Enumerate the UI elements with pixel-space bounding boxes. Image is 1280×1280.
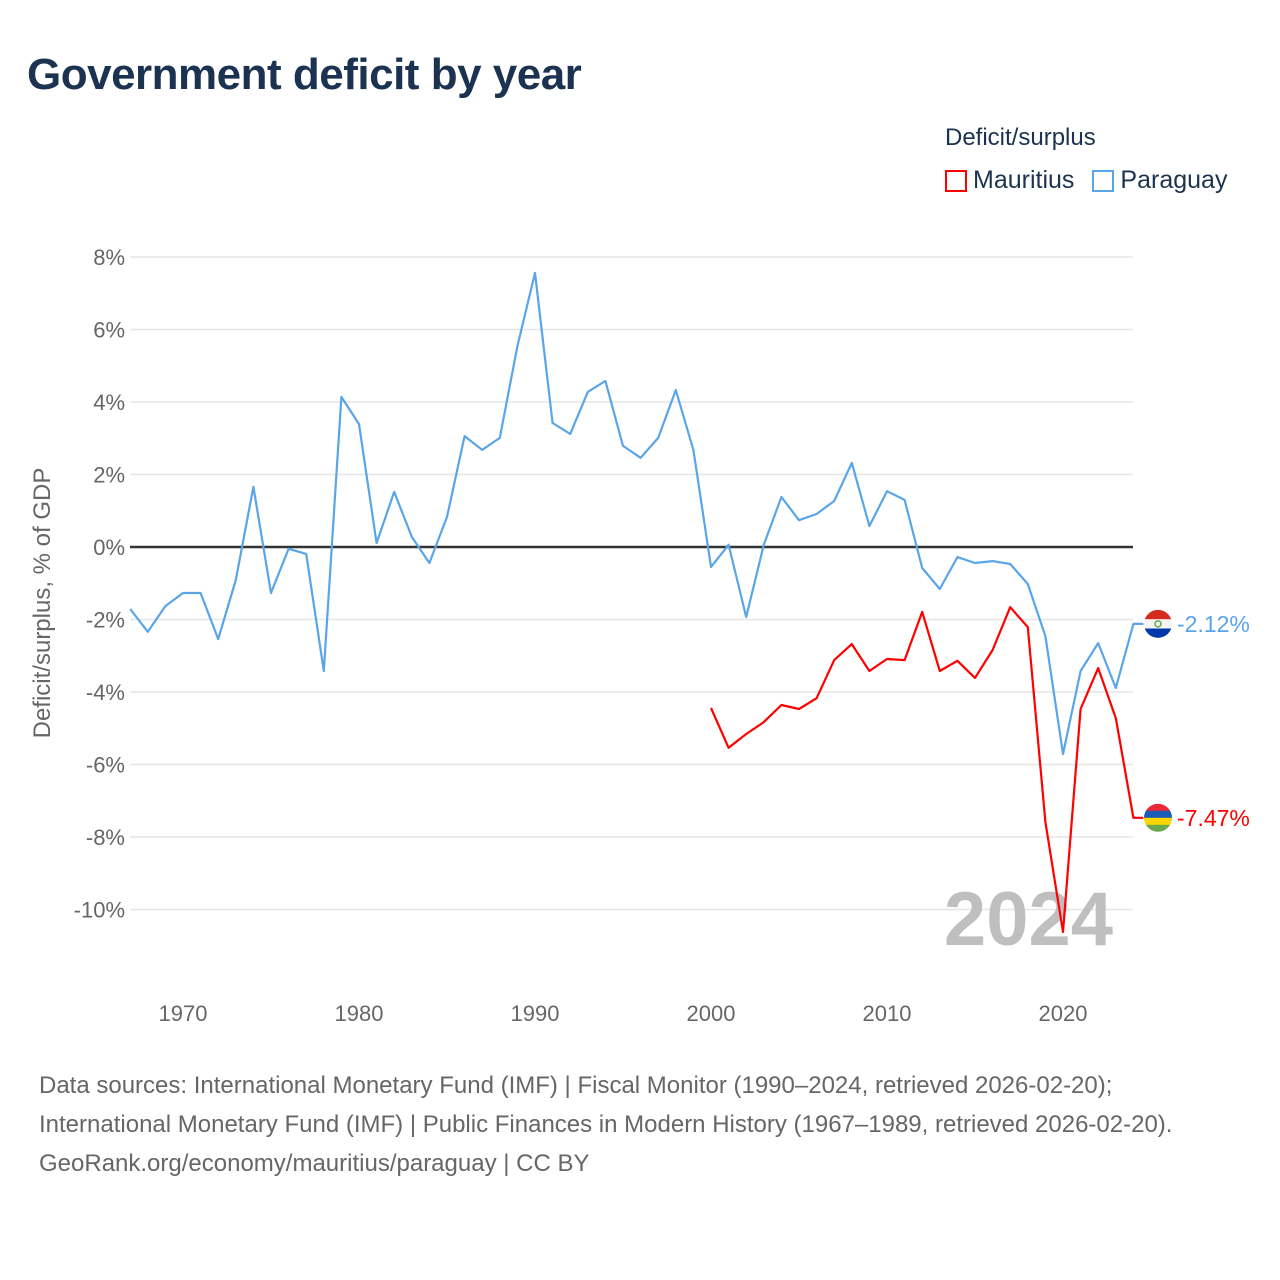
legend-swatch-mauritius	[945, 169, 967, 192]
flag-icon-paraguay	[1144, 609, 1172, 638]
legend-title: Deficit/surplus	[945, 124, 1096, 151]
x-tick-label: 1980	[335, 1001, 384, 1026]
y-tick-label: 2%	[93, 463, 125, 488]
series-line-mauritius	[709, 606, 1144, 934]
x-tick-label: 2010	[863, 1001, 912, 1026]
legend-item-paraguay[interactable]: Paraguay	[1092, 166, 1227, 195]
x-tick-label: 2000	[687, 1001, 736, 1026]
flag-stripe	[1144, 824, 1172, 832]
x-tick-label: 1990	[511, 1001, 560, 1026]
flag-stripe	[1144, 803, 1172, 812]
series-line-paraguay	[129, 271, 1144, 756]
flag-stripe	[1144, 609, 1172, 620]
y-tick-label: -6%	[86, 753, 125, 778]
y-tick-label: 6%	[93, 318, 125, 343]
credit-link[interactable]: GeoRank.org/economy/mauritius/paraguay |…	[39, 1150, 590, 1177]
y-tick-label: 4%	[93, 390, 125, 415]
y-tick-label: -2%	[86, 608, 125, 633]
flag-stripe	[1144, 817, 1172, 826]
legend-label: Mauritius	[973, 166, 1075, 194]
legend: Deficit/surplus Mauritius Paraguay	[945, 124, 1227, 195]
legend-swatch-paraguay	[1092, 169, 1115, 192]
flag-emblem	[1154, 620, 1162, 628]
end-value-label-mauritius: -7.47%	[1177, 805, 1250, 831]
chart-title: Government deficit by year	[27, 50, 582, 99]
flag-stripe	[1144, 628, 1172, 638]
x-tick-label: 1970	[159, 1001, 208, 1026]
legend-label: Paraguay	[1120, 166, 1228, 194]
year-watermark: 2024	[944, 877, 1113, 962]
y-axis-label: Deficit/surplus, % of GDP	[29, 468, 56, 739]
data-sources: Data sources: International Monetary Fun…	[39, 1072, 1173, 1138]
flag-stripe	[1144, 810, 1172, 819]
y-tick-label: -8%	[86, 825, 125, 850]
y-tick-label: -4%	[86, 680, 125, 705]
flag-stripe	[1144, 619, 1172, 630]
x-tick-label: 2020	[1039, 1001, 1088, 1026]
end-value-label-paraguay: -2.12%	[1177, 611, 1250, 637]
legend-item-mauritius[interactable]: Mauritius	[945, 166, 1074, 195]
y-tick-label: 0%	[93, 535, 125, 560]
flag-icon-mauritius	[1144, 803, 1172, 832]
y-tick-label: -10%	[74, 898, 125, 923]
y-tick-label: 8%	[93, 245, 125, 270]
footer: Data sources: International Monetary Fun…	[39, 1066, 1239, 1183]
